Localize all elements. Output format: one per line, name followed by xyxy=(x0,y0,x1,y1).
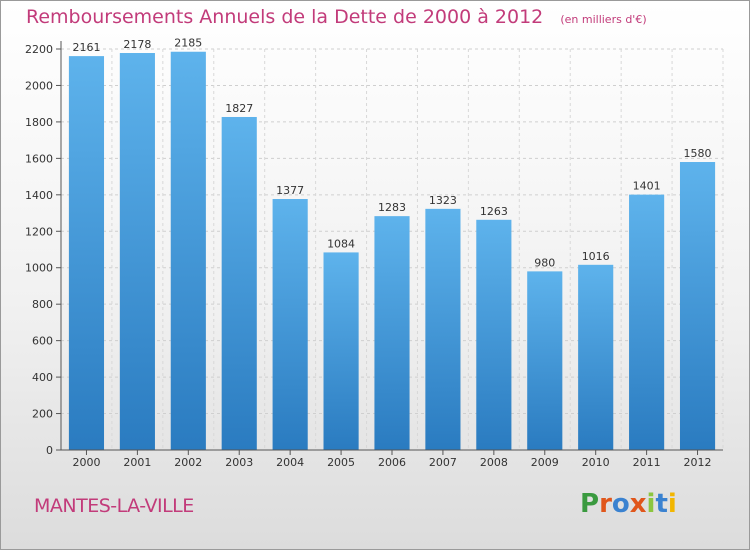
x-tick-label: 2002 xyxy=(174,456,202,469)
y-tick-label: 2000 xyxy=(25,79,53,92)
x-tick-label: 2009 xyxy=(531,456,559,469)
bar xyxy=(578,264,614,450)
logo-letter: P xyxy=(580,489,600,519)
x-tick-label: 2006 xyxy=(378,456,406,469)
y-tick-label: 800 xyxy=(32,298,53,311)
x-tick-label: 2001 xyxy=(123,456,151,469)
bars: 2161 2178 2185 1827 1377 1084 1283 1323 1263 980 1… xyxy=(68,37,716,450)
y-tick-label: 1000 xyxy=(25,262,53,275)
logo-letter: i xyxy=(646,489,656,519)
bar-value-label: 1323 xyxy=(429,194,457,207)
bar xyxy=(272,199,308,450)
bar-value-label: 2185 xyxy=(174,37,202,50)
bar xyxy=(170,51,206,450)
bar xyxy=(476,219,512,450)
logo-letter: t xyxy=(655,489,668,519)
bar xyxy=(374,216,410,450)
logo-letter: i xyxy=(667,489,677,519)
logo-letter: x xyxy=(629,489,647,519)
y-tick-label: 1800 xyxy=(25,116,53,129)
chart-subtitle: (en milliers d'€) xyxy=(560,13,647,26)
bar xyxy=(527,271,563,450)
bar xyxy=(323,252,359,450)
bar xyxy=(68,56,105,450)
bar xyxy=(221,116,257,450)
bar-value-label: 1016 xyxy=(582,250,610,263)
y-tick-label: 600 xyxy=(32,335,53,348)
bar-value-label: 1263 xyxy=(480,205,508,218)
bar-value-label: 1283 xyxy=(378,201,406,214)
bar-value-label: 2161 xyxy=(72,41,100,54)
y-tick-label: 1600 xyxy=(25,152,53,165)
axes: 0 200 400 600 800 1000 1200 1400 1600 1800 2000 220… xyxy=(25,41,723,469)
y-tick-label: 1400 xyxy=(25,189,53,202)
x-tick-label: 2010 xyxy=(582,456,610,469)
bar xyxy=(629,194,665,450)
x-tick-label: 2008 xyxy=(480,456,508,469)
bar-value-label: 980 xyxy=(534,256,555,269)
bar-value-label: 1401 xyxy=(633,180,661,193)
y-tick-label: 0 xyxy=(46,444,53,457)
y-tick-label: 400 xyxy=(32,371,53,384)
x-tick-label: 2011 xyxy=(633,456,661,469)
bar xyxy=(119,53,155,450)
bar-value-label: 1580 xyxy=(684,147,712,160)
logo-letter: o xyxy=(611,489,630,519)
x-tick-label: 2000 xyxy=(72,456,100,469)
bar-value-label: 1084 xyxy=(327,237,355,250)
city-name: MANTES-LA-VILLE xyxy=(34,495,194,517)
proxiti-logo: Proxiti xyxy=(580,489,677,519)
x-tick-label: 2004 xyxy=(276,456,304,469)
bar-value-label: 2178 xyxy=(123,38,151,51)
bar-value-label: 1827 xyxy=(225,102,253,115)
chart-title: Remboursements Annuels de la Dette de 20… xyxy=(26,6,544,28)
x-tick-label: 2005 xyxy=(327,456,355,469)
y-tick-label: 1200 xyxy=(25,225,53,238)
x-tick-label: 2012 xyxy=(684,456,712,469)
bar-value-label: 1377 xyxy=(276,184,304,197)
chart-header: Remboursements Annuels de la Dette de 20… xyxy=(26,6,647,28)
bar xyxy=(425,208,461,450)
y-tick-label: 200 xyxy=(32,408,53,421)
x-tick-label: 2003 xyxy=(225,456,253,469)
y-tick-label: 2200 xyxy=(25,43,53,56)
logo-letter: r xyxy=(599,489,612,519)
x-tick-label: 2007 xyxy=(429,456,457,469)
bar xyxy=(679,162,716,450)
